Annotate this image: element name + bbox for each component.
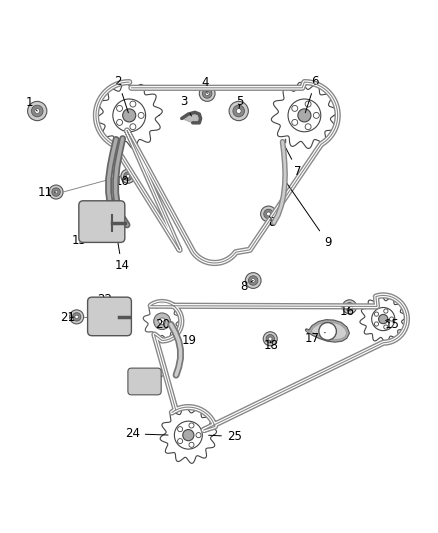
Circle shape	[124, 172, 132, 181]
Circle shape	[154, 313, 170, 329]
Text: 9: 9	[286, 181, 332, 249]
Text: 23: 23	[141, 381, 156, 393]
Circle shape	[32, 105, 43, 117]
Text: 6: 6	[305, 75, 319, 113]
Circle shape	[199, 86, 215, 101]
Text: 11: 11	[37, 187, 56, 199]
Polygon shape	[307, 321, 348, 341]
Text: 17: 17	[304, 332, 325, 345]
Circle shape	[202, 89, 212, 98]
Text: 19: 19	[179, 335, 197, 348]
Text: 21: 21	[60, 311, 75, 324]
FancyBboxPatch shape	[79, 201, 125, 243]
Circle shape	[319, 322, 336, 340]
Text: 5: 5	[237, 95, 244, 108]
Circle shape	[313, 112, 319, 118]
Circle shape	[126, 174, 130, 178]
FancyBboxPatch shape	[128, 368, 161, 395]
Circle shape	[266, 212, 270, 216]
Circle shape	[263, 332, 277, 346]
Circle shape	[305, 101, 311, 107]
Circle shape	[378, 314, 388, 324]
Circle shape	[75, 315, 78, 319]
Circle shape	[345, 303, 354, 311]
Circle shape	[292, 119, 298, 125]
Circle shape	[374, 312, 378, 316]
Circle shape	[159, 318, 166, 325]
Polygon shape	[182, 112, 201, 123]
Circle shape	[121, 169, 135, 183]
Text: 22: 22	[97, 293, 112, 314]
Circle shape	[35, 109, 39, 114]
Circle shape	[72, 313, 81, 321]
Circle shape	[384, 325, 388, 329]
Text: 25: 25	[208, 430, 242, 443]
Circle shape	[177, 439, 183, 443]
Circle shape	[189, 423, 194, 428]
Circle shape	[268, 337, 272, 341]
Circle shape	[52, 188, 60, 196]
Text: 15: 15	[385, 318, 399, 331]
Circle shape	[348, 305, 351, 309]
Text: 2: 2	[114, 75, 128, 113]
Text: 16: 16	[340, 305, 355, 318]
Circle shape	[237, 109, 241, 114]
Circle shape	[305, 124, 311, 130]
Circle shape	[205, 92, 209, 95]
Circle shape	[389, 317, 394, 321]
Circle shape	[229, 101, 248, 120]
Text: 1: 1	[26, 96, 37, 111]
Circle shape	[384, 309, 388, 313]
Text: 10: 10	[114, 175, 129, 188]
Text: 24: 24	[125, 427, 168, 440]
Text: 7: 7	[284, 144, 302, 177]
Circle shape	[264, 209, 273, 219]
Circle shape	[245, 273, 261, 288]
Text: 4: 4	[201, 76, 209, 93]
Circle shape	[196, 433, 201, 438]
Circle shape	[117, 119, 123, 125]
Text: 8: 8	[269, 216, 276, 229]
Text: 18: 18	[263, 339, 278, 352]
Circle shape	[183, 430, 194, 441]
Circle shape	[70, 310, 84, 324]
Circle shape	[54, 190, 58, 194]
Circle shape	[130, 124, 136, 130]
Circle shape	[233, 105, 244, 117]
FancyBboxPatch shape	[88, 297, 131, 336]
Text: 14: 14	[114, 234, 129, 272]
Text: 20: 20	[155, 318, 170, 331]
Circle shape	[251, 279, 255, 282]
Circle shape	[123, 109, 136, 122]
Circle shape	[49, 185, 63, 199]
Circle shape	[177, 426, 183, 432]
Circle shape	[248, 276, 258, 285]
Text: 13: 13	[71, 223, 95, 247]
Circle shape	[266, 335, 275, 343]
Circle shape	[298, 109, 311, 122]
Circle shape	[138, 112, 144, 118]
Circle shape	[374, 322, 378, 326]
Circle shape	[28, 101, 47, 120]
Text: 8: 8	[241, 280, 253, 293]
Circle shape	[189, 442, 194, 447]
Text: 3: 3	[180, 95, 191, 116]
Circle shape	[292, 106, 298, 111]
Circle shape	[130, 101, 136, 107]
Text: 12: 12	[101, 202, 116, 215]
Circle shape	[261, 206, 276, 222]
Circle shape	[343, 300, 357, 314]
Circle shape	[117, 106, 123, 111]
